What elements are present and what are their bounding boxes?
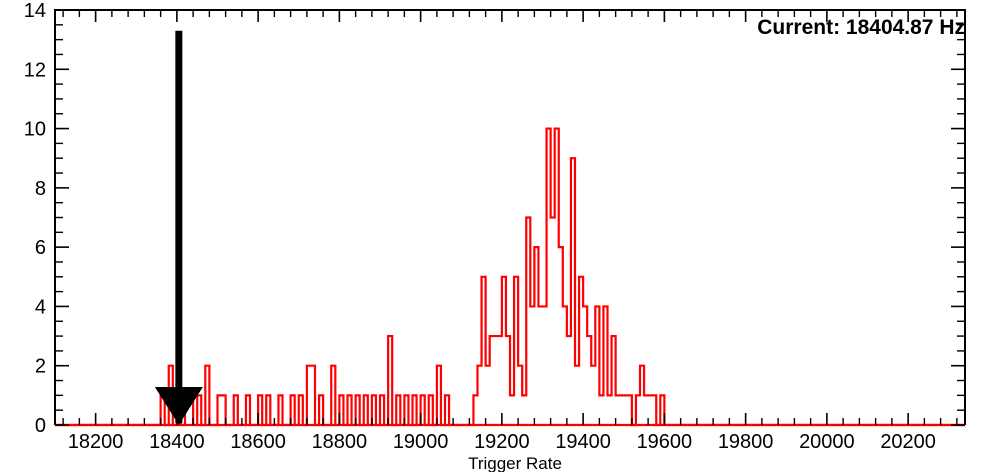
current-rate-marker[interactable] [154, 30, 203, 425]
x-tick-label: 20000 [799, 431, 855, 453]
y-tick-label: 2 [35, 356, 46, 378]
axis-ticks [55, 9, 965, 426]
x-tick-label: 19800 [718, 431, 774, 453]
current-rate-readout: Current: 18404.87 Hz [757, 16, 965, 39]
x-tick-label: 19000 [393, 431, 449, 453]
x-tick-label: 18200 [68, 431, 124, 453]
axis-tick-labels: 0 2 4 6 8 10 12 14 18200 18400 18600 18800 19000 1920… [24, 0, 936, 453]
y-tick-label: 6 [35, 237, 46, 259]
x-tick-label: 19200 [474, 431, 530, 453]
y-tick-label: 4 [35, 296, 46, 318]
x-tick-label: 18400 [149, 431, 205, 453]
y-tick-label: 10 [24, 119, 46, 141]
x-tick-label: 18800 [312, 431, 368, 453]
y-tick-label: 8 [35, 178, 46, 200]
y-tick-label: 12 [24, 59, 46, 81]
x-tick-label: 20200 [880, 431, 936, 453]
y-tick-label: 14 [24, 0, 46, 22]
histogram-series [55, 127, 965, 427]
x-tick-label: 19600 [637, 431, 693, 453]
marker-arrowhead-icon [154, 387, 203, 425]
y-tick-label: 0 [35, 415, 46, 437]
x-tick-label: 19400 [555, 431, 611, 453]
x-tick-label: 18600 [230, 431, 286, 453]
x-axis-title: Trigger Rate [468, 454, 562, 472]
histogram-outline [55, 127, 965, 427]
